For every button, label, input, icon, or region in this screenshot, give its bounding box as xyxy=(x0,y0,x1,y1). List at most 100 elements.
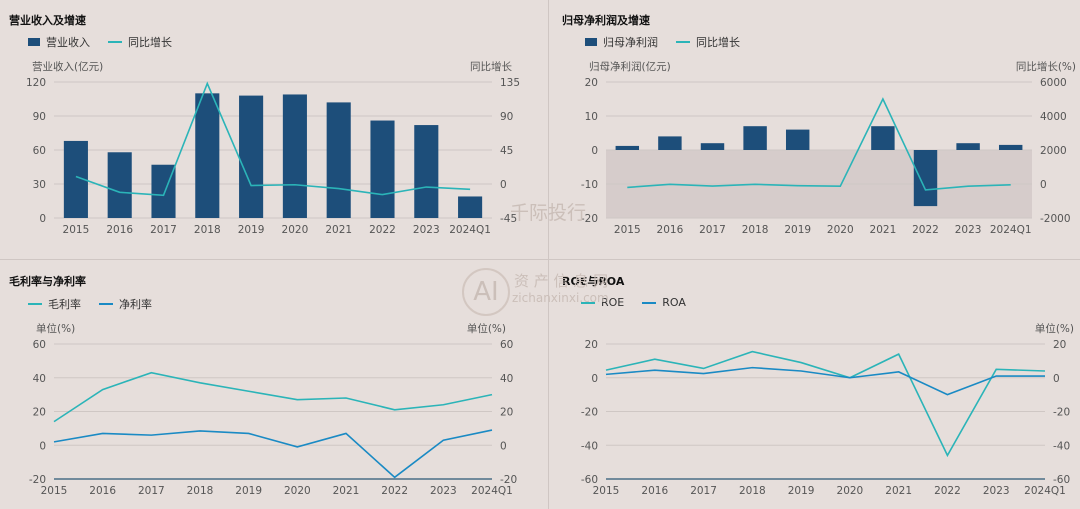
x-tick-label: 2017 xyxy=(690,485,717,497)
margin-chart-title: 毛利率与净利率 xyxy=(9,275,86,288)
left-tick-label: -20 xyxy=(581,407,598,419)
right-tick-label: 45 xyxy=(500,145,513,157)
profit-left-unit: 归母净利润(亿元) xyxy=(589,61,671,73)
x-tick-label: 2015 xyxy=(63,224,90,236)
x-tick-label: 2015 xyxy=(593,485,620,497)
x-tick-label: 2022 xyxy=(934,485,961,497)
legend-revenue-growth: 同比增长 xyxy=(108,34,172,50)
x-tick-label: 2020 xyxy=(284,485,311,497)
bar xyxy=(785,129,810,150)
left-tick-label: 20 xyxy=(585,339,598,351)
legend-roa: ROA xyxy=(642,296,686,309)
legend-profit-growth-label: 同比增长 xyxy=(696,36,740,49)
bar xyxy=(658,136,682,150)
watermark-main: 千际投行 xyxy=(510,202,587,224)
bar xyxy=(458,196,483,218)
bar xyxy=(414,125,439,218)
x-tick-label: 2024Q1 xyxy=(449,224,491,236)
roe-legend: ROE ROA xyxy=(581,296,686,309)
legend-profit-growth: 同比增长 xyxy=(676,34,740,50)
right-tick-label: 40 xyxy=(500,373,513,385)
series-line xyxy=(605,366,1045,396)
revenue-legend: 营业收入 同比增长 xyxy=(28,34,172,50)
x-tick-label: 2022 xyxy=(369,224,396,236)
x-tick-label: 2019 xyxy=(788,485,815,497)
x-tick-label: 2024Q1 xyxy=(1024,485,1066,497)
bar xyxy=(871,126,895,150)
left-tick-label: -40 xyxy=(581,440,598,452)
bar xyxy=(282,94,307,218)
left-tick-label: -60 xyxy=(581,474,598,486)
right-tick-label: 0 xyxy=(500,440,507,452)
left-tick-label: 60 xyxy=(33,145,46,157)
series-line xyxy=(53,371,493,423)
legend-revenue: 营业收入 xyxy=(28,34,90,50)
legend-revenue-growth-label: 同比增长 xyxy=(128,36,172,49)
x-tick-label: 2019 xyxy=(784,224,811,236)
profit-chart-title: 归母净利润及增速 xyxy=(562,14,650,27)
x-tick-label: 2016 xyxy=(89,485,116,497)
bar xyxy=(107,152,132,218)
watermark-logo: AI xyxy=(462,268,510,316)
right-tick-label: 90 xyxy=(500,111,513,123)
legend-revenue-label: 营业收入 xyxy=(46,36,90,49)
left-tick-label: 30 xyxy=(33,179,46,191)
x-tick-label: 2016 xyxy=(106,224,133,236)
left-tick-label: 120 xyxy=(26,77,46,89)
margin-panel: 毛利率与净利率 毛利率 净利率 单位(%) 单位(%) -20 0 20 40 60 -2… xyxy=(0,260,548,509)
right-tick-label: 20 xyxy=(500,407,513,419)
right-tick-label: 135 xyxy=(500,77,520,89)
right-tick-label: -40 xyxy=(1053,440,1070,452)
legend-profit: 归母净利润 xyxy=(585,34,658,50)
legend-roe: ROE xyxy=(581,296,624,309)
left-tick-label: 10 xyxy=(585,111,598,123)
margin-left-unit: 单位(%) xyxy=(36,323,76,335)
roe-chart: -60 -40 -20 0 20 -60 -40 -20 0 20 2015 2016 2017 2018… xyxy=(581,339,1070,497)
divider-horizontal xyxy=(0,259,1080,260)
left-tick-label: 20 xyxy=(585,77,598,89)
x-tick-label: 2023 xyxy=(430,485,457,497)
left-tick-label: 0 xyxy=(591,373,598,385)
series-line xyxy=(605,350,1046,458)
x-tick-label: 2020 xyxy=(282,224,309,236)
left-tick-label: -10 xyxy=(581,179,598,191)
x-tick-label: 2023 xyxy=(983,485,1010,497)
legend-net-margin-label: 净利率 xyxy=(119,298,152,311)
left-tick-label: 0 xyxy=(591,145,598,157)
legend-net-margin: 净利率 xyxy=(99,296,152,312)
x-tick-label: 2020 xyxy=(837,485,864,497)
x-tick-label: 2018 xyxy=(187,485,214,497)
right-tick-label: -45 xyxy=(500,213,517,225)
watermark-logo-text: AI xyxy=(473,277,499,307)
revenue-chart-title: 营业收入及增速 xyxy=(9,14,86,27)
profit-right-unit: 同比增长(%) xyxy=(1015,61,1076,73)
x-tick-label: 2016 xyxy=(641,485,668,497)
x-tick-label: 2023 xyxy=(955,224,982,236)
bar xyxy=(743,126,767,150)
right-tick-label: 6000 xyxy=(1040,77,1067,89)
right-tick-label: 0 xyxy=(1053,373,1060,385)
legend-profit-label: 归母净利润 xyxy=(603,36,658,49)
bar xyxy=(615,145,640,150)
x-tick-label: 2016 xyxy=(657,224,684,236)
divider-vertical xyxy=(548,0,549,509)
x-tick-label: 2017 xyxy=(150,224,177,236)
right-tick-label: -60 xyxy=(1053,474,1070,486)
bar xyxy=(700,143,725,150)
growth-line xyxy=(75,81,471,197)
profit-chart: -20 -10 0 10 20 -2000 0 2000 4000 6000 2015 2016 201… xyxy=(581,77,1071,236)
left-tick-label: 60 xyxy=(33,339,46,351)
revenue-right-unit: 同比增长 xyxy=(470,61,512,73)
legend-roa-label: ROA xyxy=(662,296,686,309)
x-tick-label: 2015 xyxy=(614,224,641,236)
x-tick-label: 2017 xyxy=(699,224,726,236)
right-tick-label: 20 xyxy=(1053,339,1066,351)
x-tick-label: 2021 xyxy=(325,224,352,236)
roe-panel: ROE与ROA ROE ROA 单位(%) -60 -40 -20 0 20 -60 -40… xyxy=(549,260,1080,509)
left-tick-label: 40 xyxy=(33,373,46,385)
bar xyxy=(956,143,980,150)
right-tick-label: 4000 xyxy=(1040,111,1067,123)
x-tick-label: 2019 xyxy=(235,485,262,497)
x-tick-label: 2021 xyxy=(870,224,897,236)
x-tick-label: 2018 xyxy=(194,224,221,236)
